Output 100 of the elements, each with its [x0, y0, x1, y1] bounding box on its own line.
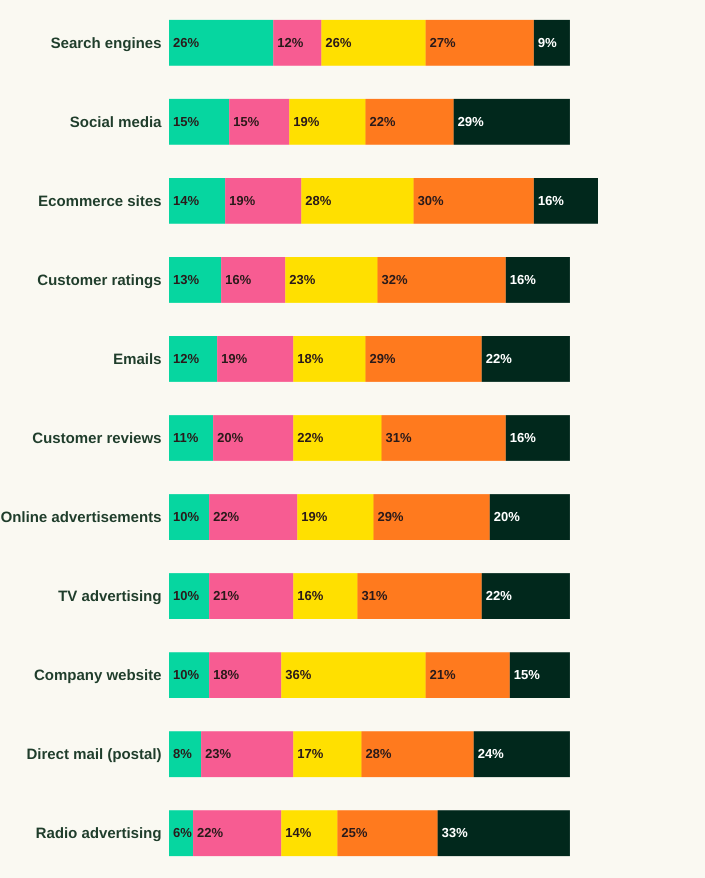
data-label: 29% — [458, 114, 484, 129]
bar — [426, 20, 534, 66]
data-label: 23% — [289, 272, 316, 287]
data-label: 8% — [173, 746, 192, 762]
bar — [169, 20, 274, 66]
bar — [273, 20, 322, 66]
data-label: 22% — [213, 509, 240, 524]
bar — [169, 98, 230, 145]
data-label: 26% — [325, 34, 352, 50]
data-label: 25% — [341, 825, 368, 840]
y-tick-label: Company website — [34, 667, 162, 684]
bar — [293, 573, 358, 620]
bar — [454, 98, 570, 145]
data-label: 22% — [297, 430, 324, 445]
bar — [534, 178, 598, 224]
data-label: 19% — [301, 509, 328, 524]
data-label: 14% — [173, 192, 200, 208]
data-label: 21% — [430, 667, 456, 682]
data-label: 32% — [381, 272, 408, 287]
data-label: 12% — [277, 34, 304, 50]
data-label: 22% — [486, 350, 512, 366]
y-tick-label: Direct mail (postal) — [26, 746, 162, 764]
data-label: 22% — [197, 825, 224, 840]
bar — [361, 731, 474, 778]
data-label: 31% — [385, 430, 412, 445]
data-label: 6% — [173, 825, 192, 840]
data-label: 19% — [229, 192, 256, 208]
bar — [209, 652, 282, 698]
data-label: 10% — [173, 667, 200, 682]
data-label: 16% — [225, 272, 252, 287]
bar — [169, 652, 210, 698]
y-tick-label: Customer reviews — [32, 430, 162, 447]
data-label: 9% — [538, 34, 558, 50]
bar — [506, 256, 570, 303]
bar — [229, 98, 290, 145]
bar — [293, 731, 362, 778]
bar — [438, 810, 570, 856]
y-tick-label: Customer ratings — [37, 272, 162, 289]
data-label: 29% — [369, 350, 396, 366]
data-label: 19% — [293, 114, 320, 129]
bar — [209, 573, 294, 620]
data-label: 13% — [173, 272, 200, 287]
bar — [201, 731, 294, 778]
data-label: 16% — [510, 272, 536, 287]
bar — [213, 415, 294, 461]
data-label: 16% — [510, 430, 536, 445]
bar — [281, 810, 338, 856]
bar — [169, 494, 210, 540]
bar — [169, 731, 202, 778]
bar — [289, 98, 366, 145]
bar — [337, 810, 438, 856]
data-label: 15% — [233, 114, 260, 129]
bar — [221, 256, 286, 303]
bar — [321, 20, 426, 66]
bar — [285, 256, 378, 303]
data-label: 16% — [297, 588, 324, 604]
data-label: 15% — [173, 114, 200, 129]
data-label: 31% — [361, 588, 388, 604]
bar — [169, 336, 218, 382]
data-label: 22% — [486, 588, 512, 604]
data-label: 24% — [478, 746, 504, 762]
bar — [293, 415, 382, 461]
data-label: 11% — [173, 430, 199, 445]
data-label: 10% — [173, 588, 200, 604]
y-tick-label: Emails — [113, 350, 162, 368]
data-label: 36% — [285, 667, 312, 682]
y-tick-label: TV advertising — [58, 588, 162, 606]
bar — [217, 336, 294, 382]
bar — [490, 494, 570, 540]
data-label: 29% — [377, 509, 404, 524]
bar — [225, 178, 302, 224]
bar — [474, 731, 570, 778]
data-label: 30% — [418, 192, 444, 208]
bar — [381, 415, 506, 461]
data-label: 27% — [430, 34, 456, 50]
bar — [293, 336, 366, 382]
data-label: 15% — [514, 667, 540, 682]
data-label: 23% — [205, 746, 232, 762]
data-label: 26% — [173, 34, 200, 50]
data-label: 17% — [297, 746, 324, 762]
bar — [281, 652, 426, 698]
data-label: 16% — [538, 192, 564, 208]
bar — [506, 415, 570, 461]
bar — [169, 256, 222, 303]
bar — [534, 20, 570, 66]
y-tick-label: Radio advertising — [36, 825, 162, 842]
bar — [301, 178, 414, 224]
bar — [426, 652, 510, 698]
data-label: 14% — [285, 825, 312, 840]
bar — [365, 336, 482, 382]
data-label: 18% — [297, 350, 324, 366]
data-label: 12% — [173, 350, 200, 366]
data-label: 20% — [217, 430, 244, 445]
bar — [482, 336, 570, 382]
bar — [482, 573, 570, 620]
bar — [510, 652, 570, 698]
bar — [297, 494, 374, 540]
data-label: 10% — [173, 509, 200, 524]
data-label: 33% — [442, 825, 468, 840]
data-label: 28% — [365, 746, 392, 762]
